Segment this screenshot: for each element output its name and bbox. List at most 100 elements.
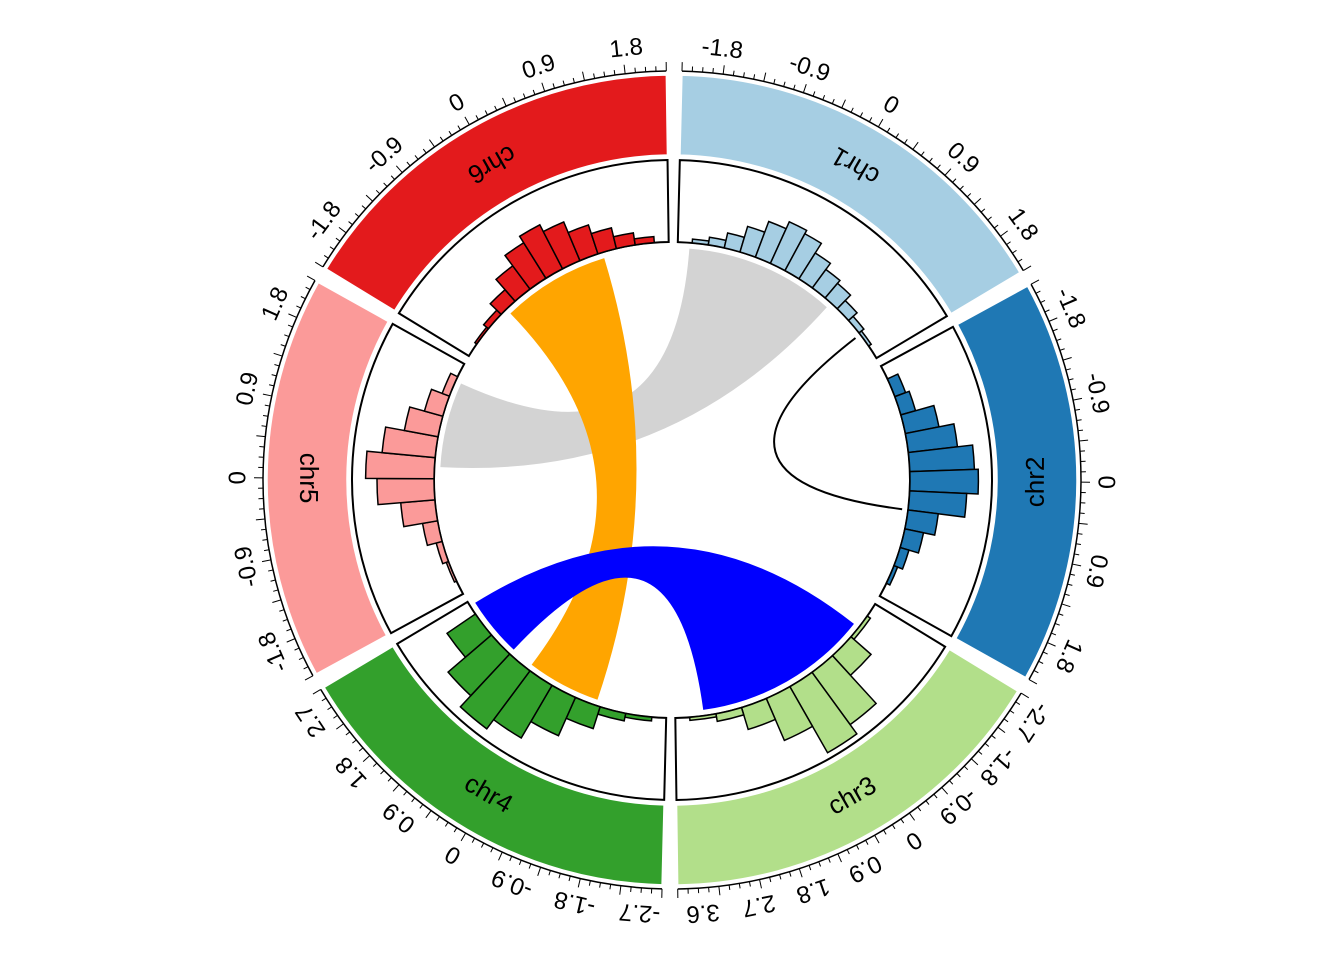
tick-label-chr3: 0 [901, 826, 927, 856]
major-tick [718, 886, 721, 896]
minor-tick [262, 414, 269, 417]
minor-tick [783, 81, 786, 87]
minor-tick [1064, 593, 1070, 596]
minor-tick [528, 863, 532, 869]
minor-tick [1054, 622, 1060, 626]
minor-tick [390, 175, 395, 180]
tick-label-chr4: 0 [440, 840, 465, 870]
major-tick [286, 638, 296, 643]
major-tick [256, 435, 266, 438]
link-layer [440, 248, 903, 710]
major-tick [1000, 230, 1008, 237]
major-tick [306, 275, 316, 281]
tick-label-chr5: 0 [224, 471, 251, 485]
major-tick [577, 878, 581, 888]
minor-tick [348, 221, 353, 226]
minor-tick [1040, 299, 1046, 304]
minor-tick [518, 860, 522, 866]
major-tick [763, 72, 767, 82]
minor-tick [352, 739, 357, 744]
minor-tick [1077, 533, 1083, 535]
minor-tick [448, 130, 453, 136]
tick-label-chr3: 3.6 [685, 898, 720, 927]
minor-tick [380, 770, 385, 775]
sector-cell-chr1 [679, 74, 1021, 315]
major-tick [1047, 642, 1056, 647]
tick-label-chr3: -1.8 [974, 742, 1022, 791]
minor-tick [298, 656, 304, 661]
histogram-bar-chr4 [624, 712, 653, 722]
minor-tick [925, 800, 930, 805]
axis-arc-chr6 [322, 70, 667, 268]
major-tick [262, 393, 272, 397]
minor-tick [831, 98, 835, 104]
minor-tick [1056, 338, 1062, 342]
major-tick [623, 64, 626, 74]
major-tick [464, 116, 470, 125]
minor-tick [532, 89, 536, 95]
link-ribbon-2 [475, 546, 854, 710]
tick-label-chr3: 2.7 [740, 889, 778, 922]
minor-tick [846, 849, 850, 855]
major-tick [941, 787, 949, 795]
tick-label-chr2: -0.9 [1080, 370, 1115, 416]
minor-tick [980, 208, 986, 213]
minor-tick [850, 107, 854, 113]
histogram-bar-chr5 [445, 560, 458, 584]
minor-tick [403, 791, 408, 796]
minor-tick [471, 837, 476, 843]
tick-label-chr3: -2.7 [1010, 697, 1055, 746]
major-tick [312, 688, 321, 695]
tick-label-chr1: 0.9 [942, 137, 985, 179]
minor-tick [895, 133, 900, 138]
major-tick [1079, 439, 1089, 442]
minor-tick [822, 94, 826, 100]
major-tick [1073, 397, 1083, 401]
major-tick [1072, 563, 1082, 567]
minor-tick [599, 882, 601, 888]
major-tick [1061, 603, 1071, 608]
tick-label-chr3: 0.9 [844, 849, 886, 888]
minor-tick [812, 91, 816, 97]
minor-tick [856, 844, 860, 850]
tick-label-chr1: 1.8 [1002, 203, 1043, 246]
sector-cell-chr2 [954, 285, 1078, 679]
axis-layer: -1.8-0.900.91.8-1.8-0.900.91.8-2.7-1.8-0… [224, 33, 1119, 928]
major-tick [759, 879, 762, 889]
major-tick [912, 141, 919, 150]
major-tick [272, 599, 282, 603]
minor-tick [327, 706, 332, 711]
minor-tick [738, 883, 741, 889]
minor-tick [1067, 583, 1073, 586]
minor-tick [977, 750, 983, 755]
sector-cell-chr3 [675, 648, 1019, 886]
axis-arc-chr2 [1028, 283, 1082, 680]
tick-label-chr2: 0 [1093, 476, 1120, 490]
minor-tick [883, 829, 887, 835]
minor-tick [900, 818, 905, 824]
major-tick [338, 226, 347, 234]
major-tick [498, 851, 503, 861]
minor-tick [294, 647, 300, 651]
sector-cell-chr5 [266, 281, 390, 675]
minor-tick [263, 549, 270, 552]
major-tick [973, 197, 982, 205]
minor-tick [949, 780, 954, 785]
minor-tick [952, 178, 957, 183]
minor-tick [1033, 670, 1039, 674]
minor-tick [959, 185, 964, 190]
minor-tick [273, 589, 279, 592]
axis-arc-chr3 [677, 692, 1022, 890]
minor-tick [966, 193, 972, 198]
minor-tick [274, 364, 280, 367]
minor-tick [279, 609, 285, 612]
minor-tick [480, 842, 485, 848]
minor-tick [928, 157, 933, 163]
major-tick [288, 313, 297, 318]
minor-tick [808, 865, 812, 871]
minor-tick [552, 83, 555, 89]
minor-tick [1044, 309, 1050, 313]
minor-tick [303, 666, 309, 670]
minor-tick [886, 127, 891, 133]
tick-label-chr3: 1.8 [793, 872, 833, 908]
